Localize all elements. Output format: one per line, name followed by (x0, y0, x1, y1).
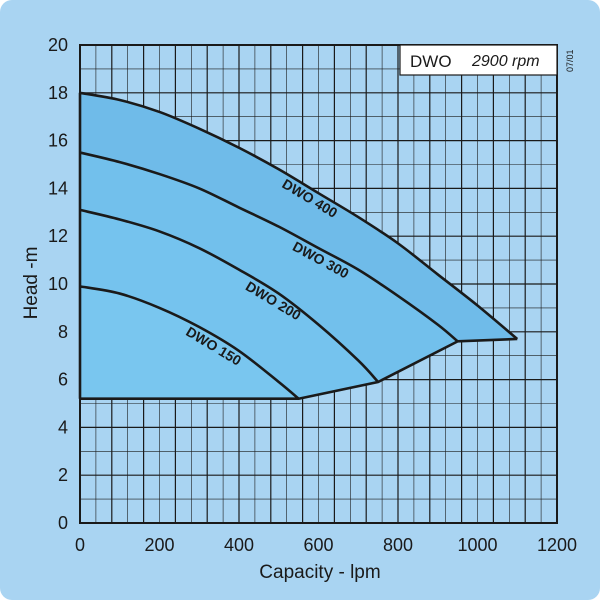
y-tick-label: 4 (58, 417, 68, 437)
y-tick-label: 18 (48, 83, 68, 103)
y-tick-label: 12 (48, 226, 68, 246)
plot-border (79, 44, 558, 524)
y-tick-label: 16 (48, 131, 68, 151)
x-tick-label: 800 (383, 535, 413, 555)
region-fill (80, 209, 379, 399)
y-tick-label: 0 (58, 513, 68, 533)
operating-region-fills (80, 92, 518, 399)
legend-model-name: DWO (410, 52, 452, 71)
x-axis-title: Capacity - lpm (259, 562, 380, 583)
curve-line (79, 285, 300, 400)
y-tick-label: 2 (58, 465, 68, 485)
x-tick-label: 200 (144, 535, 174, 555)
x-tick-label: 1000 (457, 535, 497, 555)
y-tick-label: 10 (48, 274, 68, 294)
curve-line (79, 208, 380, 383)
y-tick-label: 14 (48, 178, 68, 198)
legend-frame (399, 44, 558, 76)
region-fill (80, 92, 518, 342)
y-tick-label: 20 (48, 35, 68, 55)
x-tick-label: 600 (303, 535, 333, 555)
legend-box: DWO 2900 rpm (399, 44, 558, 76)
curve-line (79, 91, 519, 340)
curve-line (79, 151, 459, 343)
y-tick-label: 6 (58, 370, 68, 390)
x-tick-labels: 0 200 400 600 800 1000 1200 (75, 535, 577, 555)
operating-boundary-line (80, 337, 518, 401)
region-fill (80, 152, 458, 382)
x-tick-label: 0 (75, 535, 85, 555)
legend-speed: 2900 rpm (471, 53, 540, 70)
y-axis-title: Head -m (21, 247, 42, 320)
x-tick-label: 1200 (537, 535, 577, 555)
date-code: 07/01 (565, 49, 575, 72)
x-tick-label: 400 (224, 535, 254, 555)
region-fill (80, 286, 299, 399)
y-tick-label: 8 (58, 322, 68, 342)
y-tick-labels: 0 2 4 6 8 10 12 14 16 18 20 (48, 35, 68, 533)
